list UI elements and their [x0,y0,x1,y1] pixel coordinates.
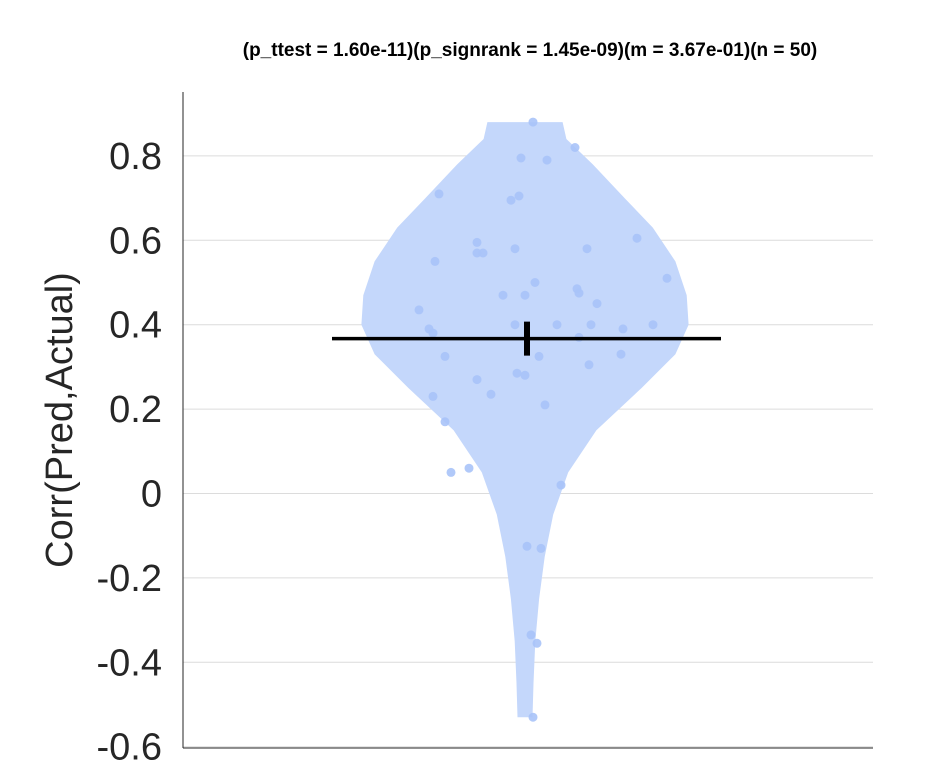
data-point [446,467,456,477]
data-point [478,248,488,258]
data-point [552,320,562,330]
data-point [526,630,536,640]
data-point [498,290,508,300]
data-point [570,143,580,152]
data-point [520,370,530,380]
data-point [512,368,522,378]
y-tick-label: 0.2 [109,389,162,431]
data-point [434,189,444,199]
data-point [428,328,438,338]
data-point [632,233,642,243]
data-point [584,360,594,370]
data-point [556,480,566,490]
data-point [582,244,592,254]
data-point [528,712,538,722]
data-point [520,290,530,300]
data-point [536,543,546,553]
data-point [540,400,550,410]
data-point [472,237,482,247]
data-point [506,195,516,205]
data-point [542,155,552,165]
data-point [586,320,596,330]
data-point [574,288,584,298]
data-point [472,375,482,385]
data-point [532,638,542,648]
y-tick-label: 0.6 [109,220,162,262]
y-tick-label: -0.6 [97,727,162,769]
data-point [464,463,474,473]
data-point [440,351,450,361]
data-point [522,541,532,551]
data-points [414,117,672,722]
data-point [514,191,524,201]
data-point [618,324,628,334]
data-point [528,117,538,127]
violin-body [361,122,689,718]
data-point [430,256,440,266]
y-tick-label: -0.4 [97,642,162,684]
data-point [534,351,544,361]
data-point [516,153,526,163]
y-tick-label: 0.8 [109,136,162,178]
data-point [616,349,626,359]
y-tick-label: -0.2 [97,558,162,600]
data-point [486,389,496,399]
y-tick-labels: 0.8 0.6 0.4 0.2 0 -0.2 -0.4 -0.6 [97,136,162,769]
data-point [428,391,438,401]
chart-title: (p_ttest = 1.60e-11)(p_signrank = 1.45e-… [243,40,818,61]
data-point [648,320,658,330]
y-axis-label: Corr(Pred,Actual) [39,272,81,568]
data-point [662,273,672,283]
data-point [592,299,602,309]
y-tick-label: 0 [141,474,162,516]
data-point [440,417,450,427]
data-point [510,244,520,254]
data-point [510,320,520,330]
y-tick-label: 0.4 [109,305,162,347]
data-point [530,278,540,287]
data-point [414,305,424,315]
